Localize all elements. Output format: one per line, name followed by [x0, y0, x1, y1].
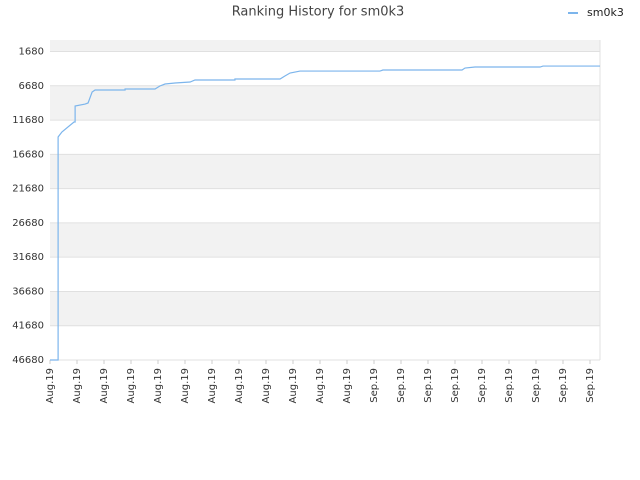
- y-tick-label: 16680: [12, 149, 44, 160]
- y-tick-label: 21680: [12, 184, 44, 195]
- y-tick-label: 36680: [12, 286, 44, 297]
- plot-band: [50, 51, 600, 86]
- x-tick-label: Aug.19: [342, 368, 353, 403]
- x-tick-label: Sep.19: [396, 368, 407, 403]
- x-tick-label: Aug.19: [261, 368, 272, 403]
- x-tick-label: Sep.19: [450, 368, 461, 403]
- x-tick-label: Aug.19: [207, 368, 218, 403]
- x-tick-label: Aug.19: [45, 368, 56, 403]
- x-tick-label: Sep.19: [531, 368, 542, 403]
- chart-title: Ranking History for sm0k3: [232, 5, 405, 20]
- y-tick-label: 41680: [12, 321, 44, 332]
- data-line: [50, 65, 600, 361]
- plot-band: [50, 85, 600, 121]
- x-tick-label: Aug.19: [315, 368, 326, 403]
- y-tick-label: 46680: [12, 355, 44, 366]
- x-tick-label: Sep.19: [477, 368, 488, 403]
- plot-band: [50, 154, 600, 189]
- x-tick-label: Aug.19: [72, 368, 83, 403]
- y-tick-label: 1680: [19, 47, 44, 58]
- y-tick-label: 11680: [12, 115, 44, 126]
- plot-band: [50, 188, 600, 223]
- y-tick-label: 26680: [12, 218, 44, 229]
- plot-band: [50, 120, 600, 155]
- x-tick-label: Aug.19: [288, 368, 299, 403]
- plot-band: [50, 291, 600, 326]
- x-tick-label: Aug.19: [180, 368, 191, 403]
- plot-background: [50, 40, 600, 360]
- x-tick-label: Aug.19: [234, 368, 245, 403]
- plot-band: [50, 40, 600, 52]
- y-tick-label: 31680: [12, 252, 44, 263]
- x-tick-label: Sep.19: [558, 368, 569, 403]
- x-tick-label: Sep.19: [369, 368, 380, 403]
- x-tick-label: Aug.19: [153, 368, 164, 403]
- y-tick-label: 6680: [19, 81, 44, 92]
- x-tick-label: Aug.19: [99, 368, 110, 403]
- x-tick-label: Sep.19: [504, 368, 515, 403]
- plot-band: [50, 325, 600, 360]
- x-tick-label: Sep.19: [585, 368, 596, 403]
- plot-band: [50, 257, 600, 292]
- x-tick-label: Sep.19: [423, 368, 434, 403]
- x-tick-label: Aug.19: [126, 368, 137, 403]
- legend-label: sm0k3: [587, 6, 624, 19]
- plot-band: [50, 222, 600, 258]
